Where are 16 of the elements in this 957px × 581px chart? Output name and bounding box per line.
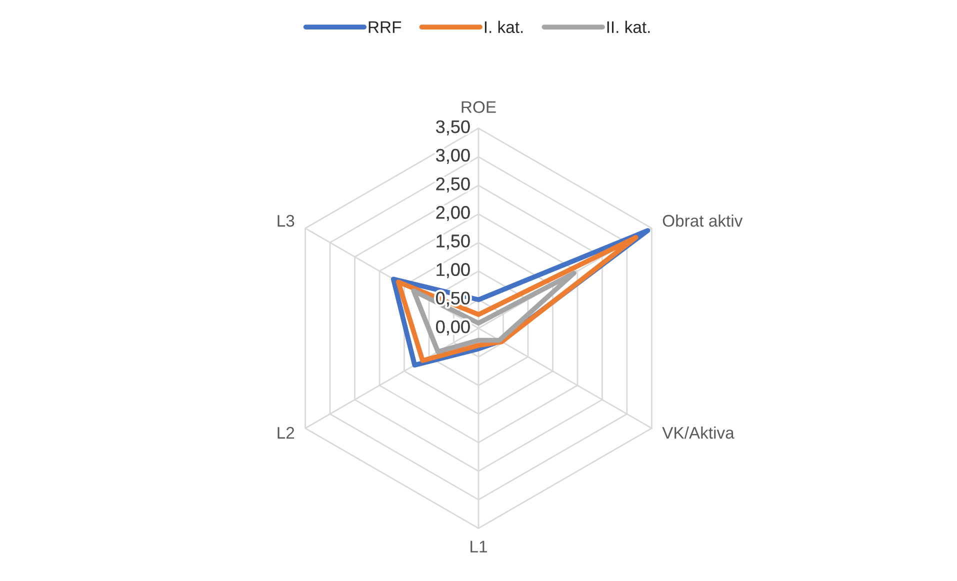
spoke-label: L2: [278, 426, 294, 439]
y-tick-label: 0,00: [436, 320, 470, 336]
legend-label: II. kat.: [607, 20, 650, 34]
spoke-label: L1: [470, 540, 487, 552]
y-tick-label: 2,00: [436, 206, 470, 221]
spoke-label: L3: [278, 214, 294, 227]
legend-label: I. kat.: [484, 20, 523, 34]
spoke-label: VK/Aktiva: [662, 426, 734, 439]
y-tick-label: 1,50: [436, 234, 470, 250]
spoke-label: ROE: [462, 101, 496, 113]
spoke-label: Obrat aktiv: [662, 214, 743, 227]
y-tick-label: 3,50: [436, 120, 470, 136]
y-tick-label: 3,00: [436, 148, 470, 164]
legend-label: RRF: [368, 21, 402, 33]
y-tick-label: 1,00: [436, 263, 470, 278]
y-tick-label: 2,50: [436, 177, 470, 192]
